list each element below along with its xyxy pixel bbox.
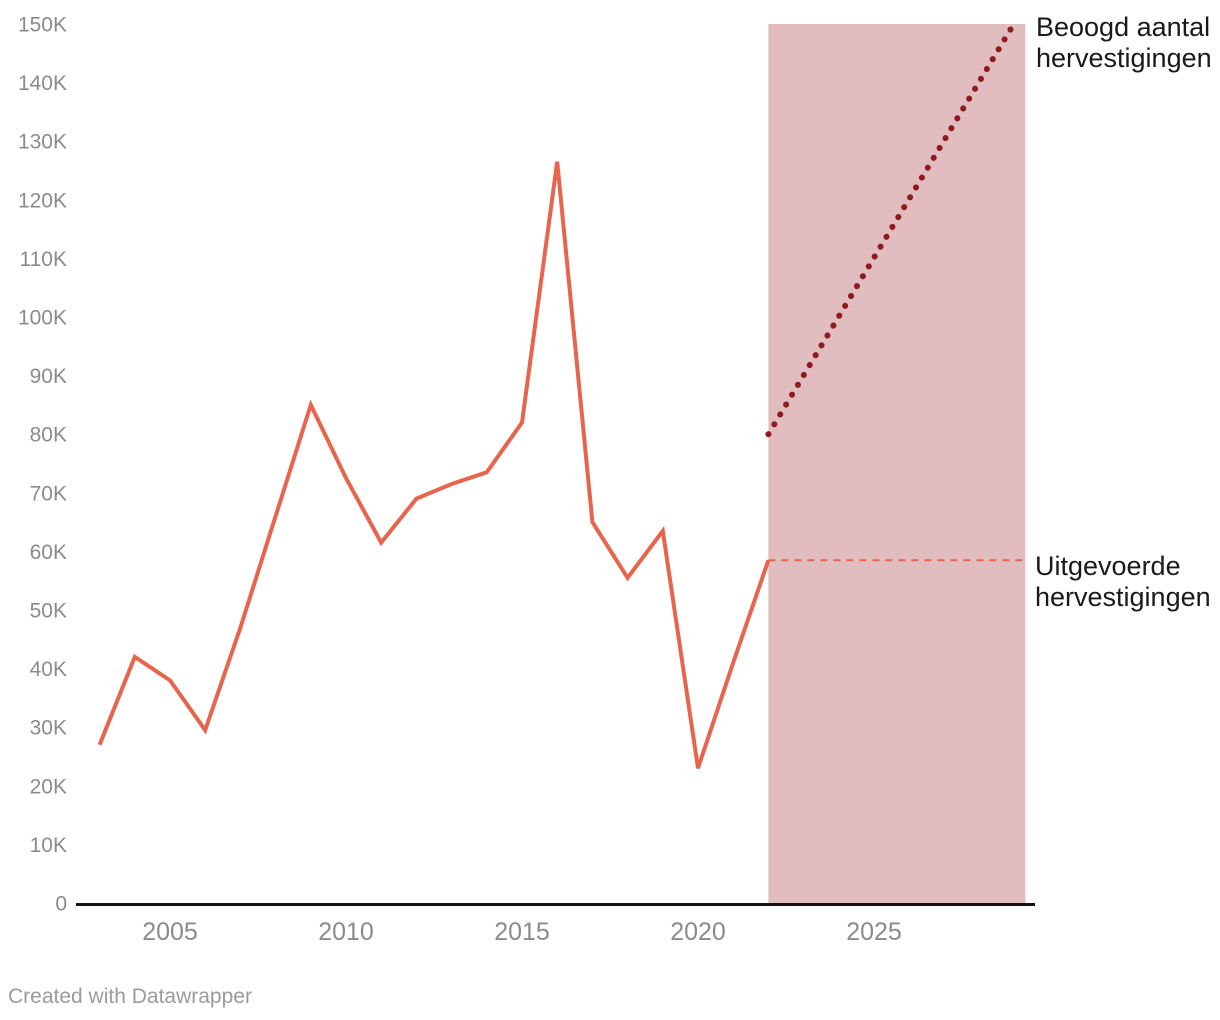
y-tick-label: 80K xyxy=(30,424,67,447)
forecast-band xyxy=(768,24,1026,903)
executed-solid-line xyxy=(97,161,771,769)
datawrapper-credit: Created with Datawrapper xyxy=(8,985,252,1008)
y-tick-label: 70K xyxy=(30,482,67,505)
y-tick-label: 20K xyxy=(30,775,67,798)
annotation-uitgevoerde-line1: Uitgevoerde xyxy=(1035,551,1181,581)
x-tick-label: 2005 xyxy=(142,918,198,946)
y-tick-label: 120K xyxy=(18,189,67,212)
x-tick-label: 2010 xyxy=(318,918,374,946)
y-tick-label: 130K xyxy=(18,131,67,154)
y-tick-label: 40K xyxy=(30,658,67,681)
y-tick-label: 60K xyxy=(30,541,67,564)
target-dotted-line xyxy=(765,25,1015,438)
y-tick-label: 100K xyxy=(18,307,67,330)
y-tick-label: 90K xyxy=(30,365,67,388)
y-tick-label: 110K xyxy=(20,248,68,271)
y-tick-label: 30K xyxy=(30,717,67,740)
x-tick-label: 2020 xyxy=(670,918,726,946)
x-tick-label: 2025 xyxy=(846,918,902,946)
y-tick-label: 50K xyxy=(30,600,67,623)
annotation-beoogd-line1: Beoogd aantal xyxy=(1036,12,1211,42)
y-tick-label: 0 xyxy=(55,893,67,916)
y-tick-label: 10K xyxy=(30,834,67,857)
y-tick-label: 150K xyxy=(18,14,67,37)
y-tick-label: 140K xyxy=(18,72,67,95)
x-tick-label: 2015 xyxy=(494,918,550,946)
annotation-uitgevoerde: Uitgevoerde hervestigingen xyxy=(1035,551,1211,613)
annotation-beoogd-aantal: Beoogd aantal hervestigingen xyxy=(1036,12,1212,74)
annotation-beoogd-line2: hervestigingen xyxy=(1036,43,1212,73)
annotation-uitgevoerde-line2: hervestigingen xyxy=(1035,582,1211,612)
